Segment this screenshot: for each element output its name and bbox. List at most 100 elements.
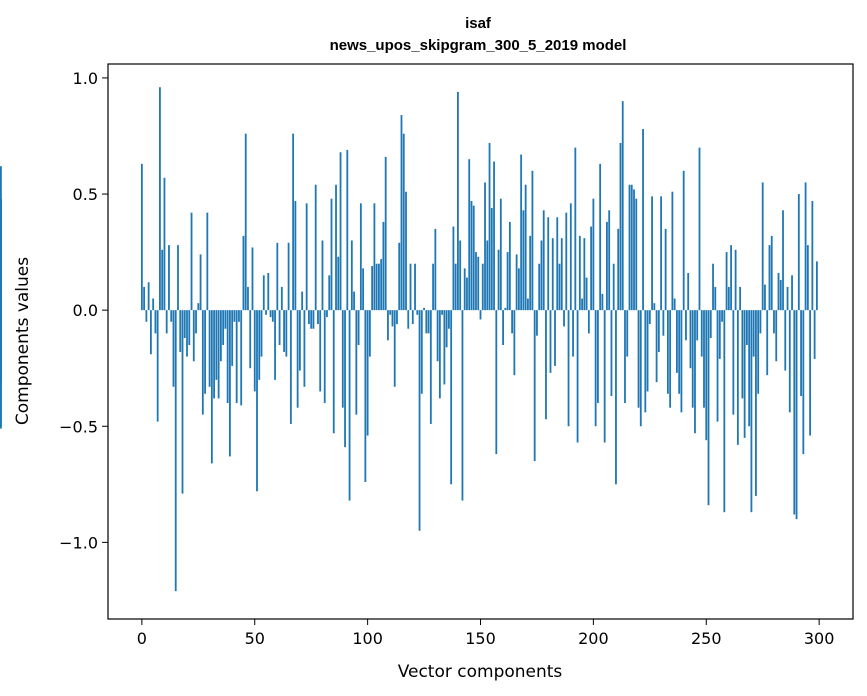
bar-172 — [529, 235, 532, 311]
x-axis: 0 50 100 150 200 250 300 — [137, 619, 834, 648]
bar-27 — [201, 310, 204, 415]
bar-105 — [378, 263, 380, 311]
bar-18 — [181, 310, 184, 494]
bar-25 — [197, 303, 200, 311]
bar-242 — [687, 273, 690, 311]
bar-244 — [691, 310, 694, 408]
bar-197 — [585, 277, 588, 311]
bar-97 — [359, 203, 362, 311]
bar-81 — [323, 310, 326, 404]
bar-218 — [633, 189, 635, 311]
bar-279 — [770, 235, 773, 311]
bar-290 — [795, 310, 798, 520]
bar-113 — [396, 310, 398, 325]
bar-undefined — [0, 217, 2, 311]
bar-2 — [145, 310, 148, 322]
bar-262 — [732, 310, 735, 415]
bar-110 — [389, 310, 392, 315]
bar-190 — [569, 203, 572, 311]
bar-222 — [642, 129, 644, 311]
bar-34 — [217, 310, 220, 399]
bar-157 — [495, 310, 498, 455]
bar-174 — [533, 310, 536, 462]
bar-88 — [339, 152, 342, 311]
bar-54 — [262, 275, 265, 311]
bar-186 — [560, 238, 563, 311]
bar-179 — [545, 310, 547, 420]
bar-162 — [506, 252, 509, 311]
bar-209 — [612, 263, 615, 311]
bar-9 — [161, 249, 164, 311]
bar-32 — [213, 310, 216, 399]
bar-199 — [590, 226, 593, 311]
bar-217 — [630, 184, 633, 311]
bar-36 — [222, 310, 225, 345]
bar-112 — [393, 310, 396, 387]
bar-240 — [682, 170, 685, 311]
bar-159 — [499, 198, 502, 311]
bar-207 — [608, 210, 611, 311]
bar-106 — [380, 259, 383, 311]
bar-273 — [757, 310, 760, 394]
bar-280 — [773, 310, 775, 334]
bar-102 — [371, 266, 374, 311]
bar-33 — [215, 310, 218, 380]
bar-73 — [305, 203, 308, 311]
y-axis-label: Components values — [13, 257, 33, 425]
bar-145 — [468, 159, 471, 311]
bar-69 — [296, 310, 299, 408]
bar-189 — [567, 310, 570, 427]
bar-173 — [531, 170, 534, 311]
bar-116 — [402, 133, 405, 311]
bar-175 — [536, 310, 538, 336]
bar-281 — [775, 310, 778, 362]
bar-82 — [326, 310, 328, 318]
bar-168 — [520, 154, 523, 311]
bar-258 — [723, 310, 726, 513]
bar-257 — [721, 310, 723, 322]
bar-160 — [502, 310, 504, 345]
bar-114 — [398, 242, 401, 311]
bar-200 — [592, 198, 595, 311]
bar-214 — [624, 310, 626, 404]
bar-10 — [163, 177, 166, 311]
bar-216 — [628, 184, 631, 311]
bar-17 — [179, 310, 182, 352]
bar-84 — [330, 198, 333, 311]
bar-152 — [484, 182, 486, 311]
bar-228 — [655, 310, 658, 383]
bar-1 — [143, 286, 146, 311]
bar-246 — [696, 310, 699, 341]
bar-49 — [251, 247, 254, 311]
bar-41 — [233, 310, 236, 322]
bar-74 — [308, 310, 310, 325]
x-tick-label: 50 — [245, 629, 265, 648]
bar-188 — [565, 212, 568, 311]
bar-44 — [240, 310, 243, 406]
bar-263 — [734, 249, 737, 311]
bar-3 — [147, 282, 150, 311]
bar-243 — [689, 310, 692, 369]
bar-252 — [709, 310, 712, 339]
bar-187 — [563, 310, 565, 327]
bar-286 — [786, 286, 789, 311]
bar-285 — [784, 310, 787, 371]
bar-212 — [619, 142, 622, 311]
bar-4 — [149, 310, 152, 355]
bar-0 — [140, 163, 143, 311]
bar-198 — [587, 310, 590, 334]
bar-46 — [244, 133, 247, 311]
bar-6 — [154, 310, 157, 334]
chart-subtitle: news_upos_skipgram_300_5_2019 model — [330, 37, 627, 54]
bar-161 — [504, 307, 507, 311]
bar-239 — [680, 310, 683, 413]
bar-13 — [170, 310, 173, 322]
y-tick-label: 1.0 — [73, 69, 98, 88]
bar-231 — [662, 310, 665, 336]
bar-58 — [271, 310, 274, 322]
bar-30 — [208, 310, 211, 387]
bar-undefined — [0, 310, 2, 380]
bar-232 — [664, 228, 667, 311]
bar-28 — [204, 310, 206, 394]
bar-291 — [797, 194, 800, 311]
